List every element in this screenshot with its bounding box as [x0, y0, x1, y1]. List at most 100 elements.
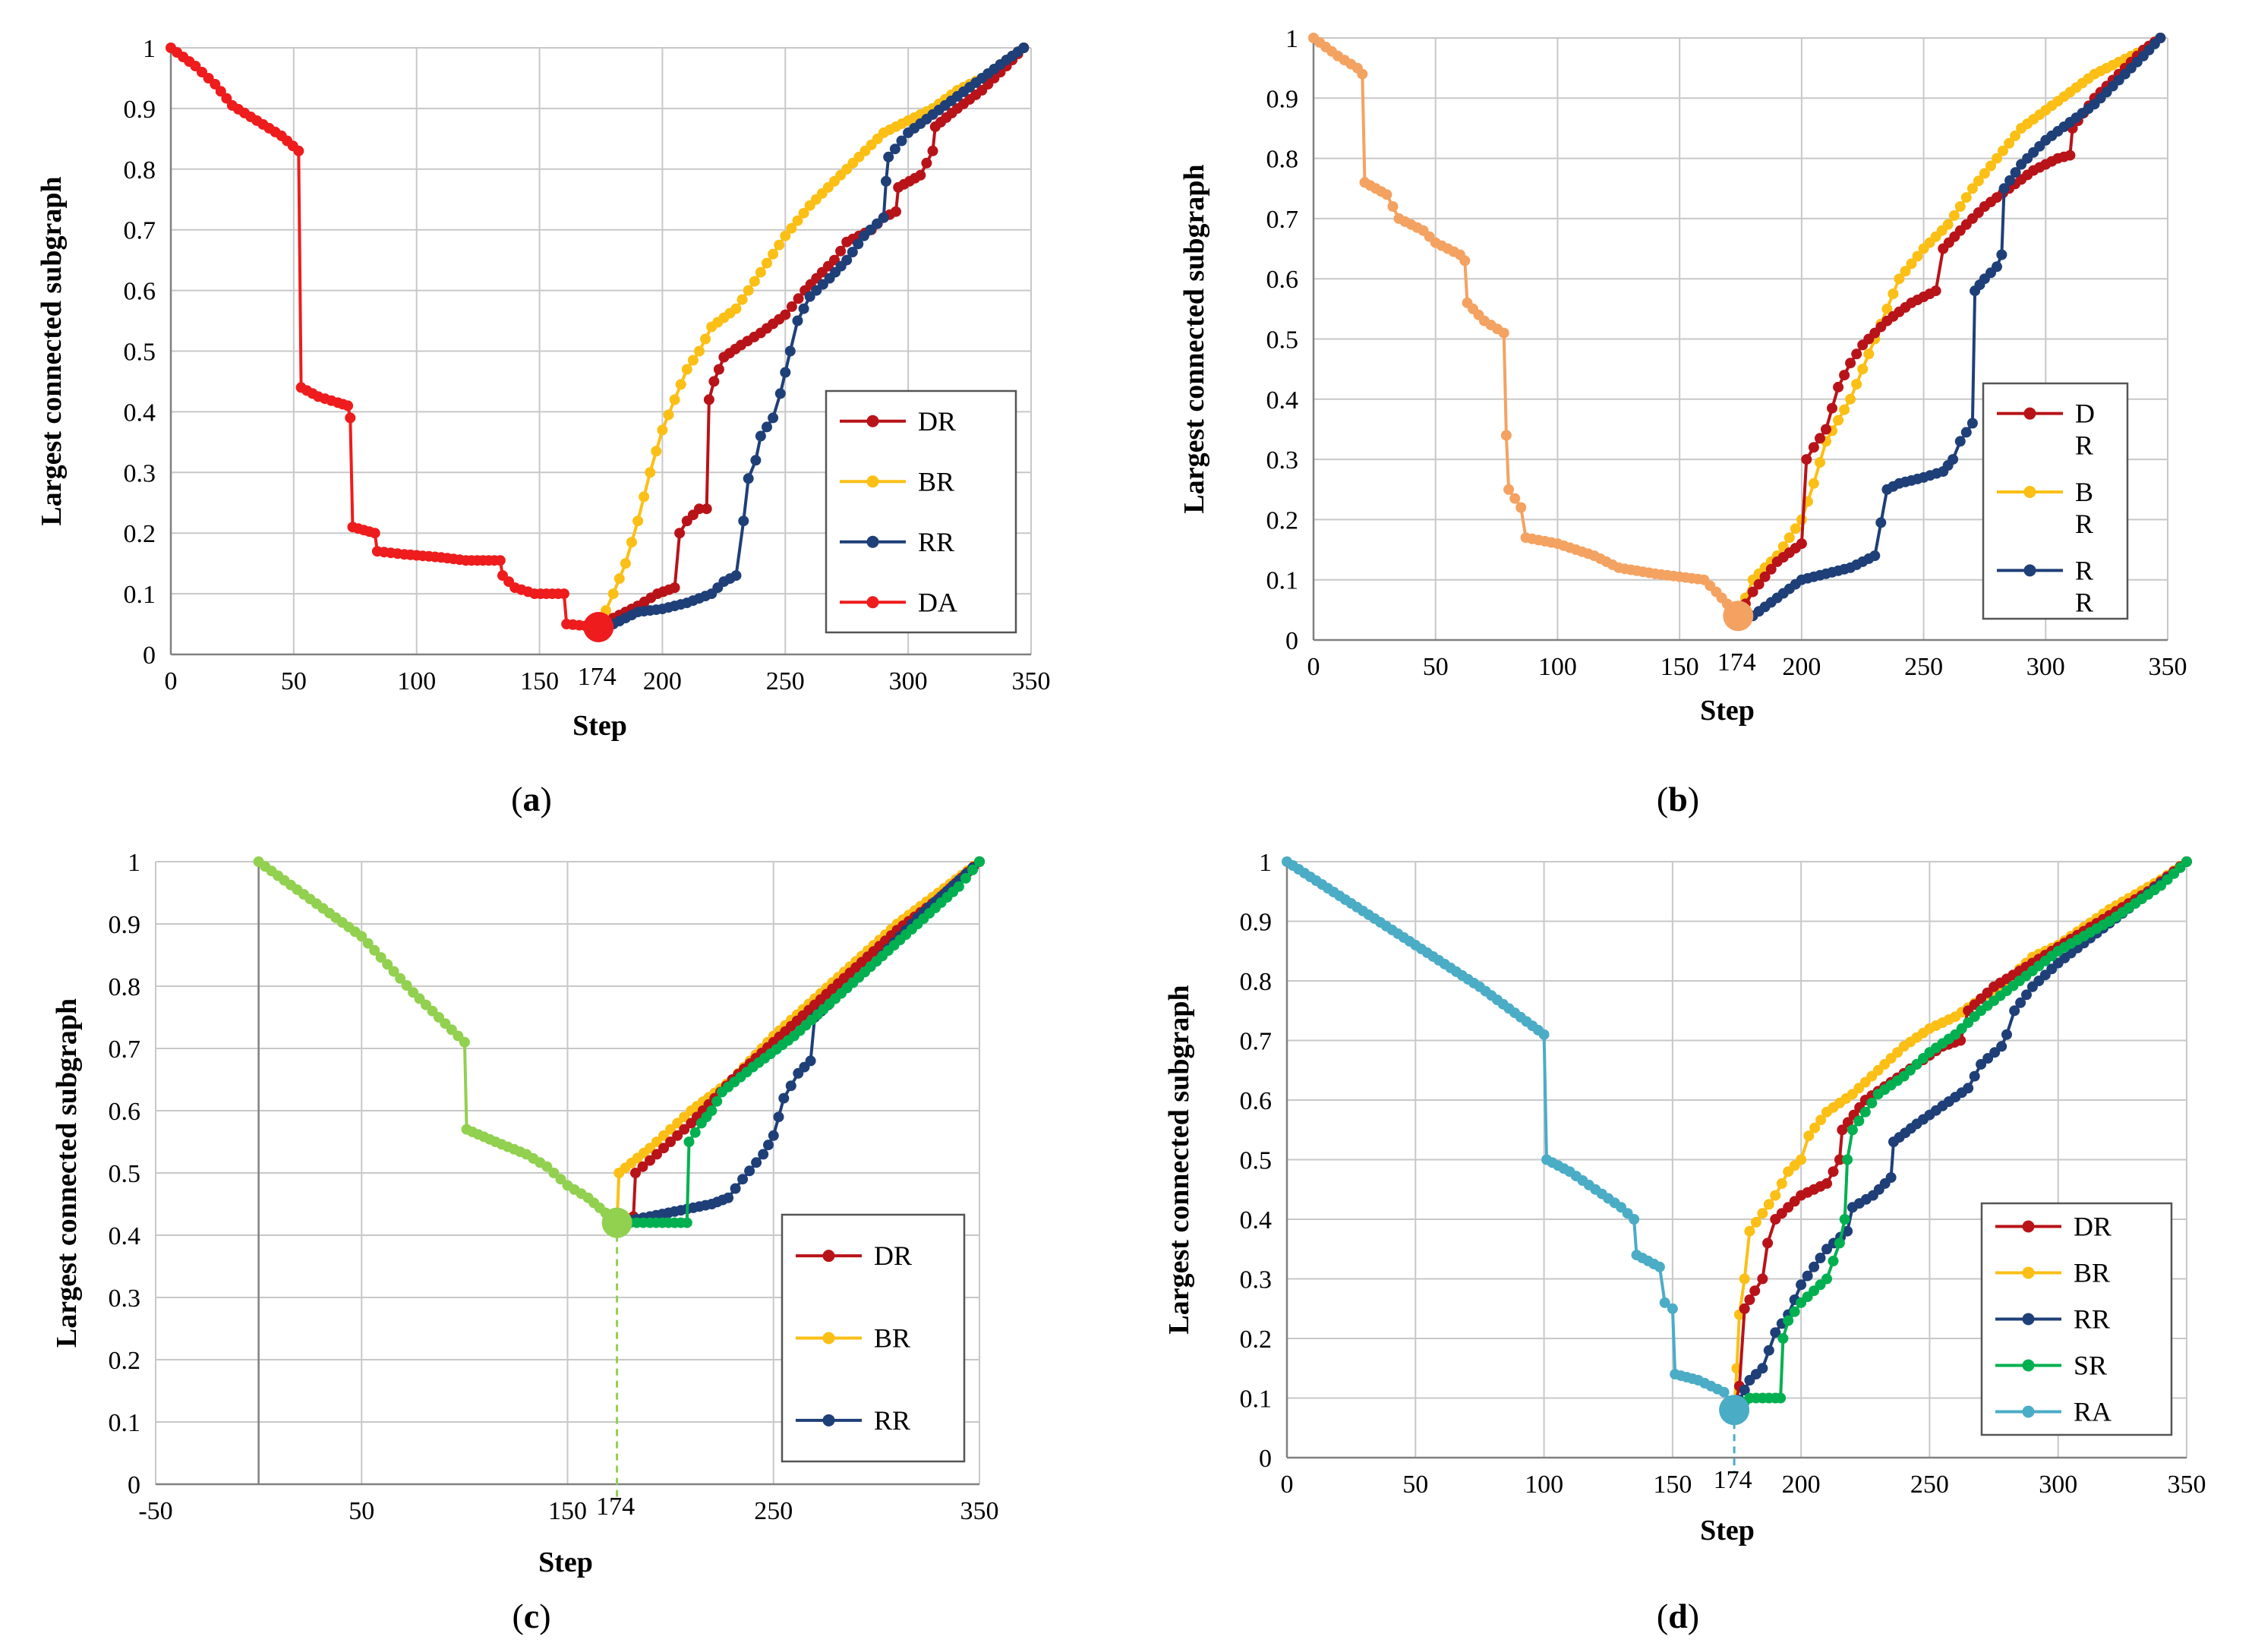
data-point	[345, 412, 356, 424]
data-point	[780, 309, 791, 320]
data-point	[730, 1183, 741, 1194]
y-axis-title: Largest connected subgraph	[1178, 164, 1210, 513]
data-point	[689, 1127, 701, 1138]
data-point	[679, 1111, 690, 1123]
data-point	[1796, 1279, 1807, 1291]
series-line-DA	[169, 46, 599, 629]
data-point	[675, 379, 686, 390]
data-point	[395, 973, 406, 984]
data-point	[1900, 266, 1911, 277]
y-tick-label: 0.4	[1240, 1206, 1273, 1234]
data-point	[630, 1168, 641, 1178]
legend-label: BR	[874, 1323, 910, 1354]
data-point	[1757, 1273, 1768, 1285]
legend-item-BR: BR	[1997, 477, 2093, 539]
data-point	[1960, 192, 1972, 203]
data-point	[751, 1157, 762, 1168]
data-point	[896, 135, 907, 147]
legend-label: BR	[2074, 1258, 2110, 1288]
data-point	[1930, 285, 1941, 297]
data-point	[1815, 1114, 1827, 1126]
data-point	[388, 966, 399, 977]
data-point	[1948, 210, 1960, 221]
data-point	[665, 1137, 676, 1147]
data-point	[637, 1161, 648, 1172]
data-point	[889, 143, 900, 155]
data-point	[1979, 168, 1990, 179]
chart-c: -50 50 150 250 350 0 0.1 0.2 0.3 0.4 0.5 0.6 0.7 0.8 0…	[51, 849, 999, 1635]
data-point	[1357, 68, 1368, 80]
data-point	[679, 1124, 690, 1135]
data-point	[1815, 457, 1825, 468]
data-point	[798, 207, 809, 219]
x-tick-label: 300	[889, 667, 928, 695]
x-tick-label: 150	[520, 667, 559, 695]
y-tick-label: 0.4	[1266, 386, 1299, 415]
x-tick-label: 300	[2026, 653, 2065, 681]
data-point	[1763, 1199, 1774, 1210]
chart-d: 0 50 100 150 200 250 300 350 0 0.1 0.2 0.3 0.4 0.5 0.6…	[1163, 849, 2206, 1635]
y-tick-label: 0.5	[1240, 1147, 1273, 1175]
y-tick-label: 0	[128, 1471, 140, 1499]
data-point	[1827, 402, 1837, 414]
x-tick-label: 150	[1653, 1471, 1692, 1499]
data-point	[730, 570, 742, 582]
data-point	[1538, 1029, 1550, 1040]
data-point	[1833, 381, 1844, 393]
y-tick-label: 1	[1259, 849, 1272, 877]
data-point	[703, 394, 714, 405]
data-point	[743, 285, 754, 296]
panel-caption: (b)	[1657, 780, 1699, 818]
data-point	[2010, 167, 2021, 178]
data-point	[805, 1055, 816, 1067]
data-point	[1803, 1130, 1815, 1142]
data-point	[755, 266, 766, 278]
data-point	[743, 473, 754, 484]
data-point	[1749, 1285, 1761, 1297]
data-point	[2009, 1005, 2020, 1017]
y-tick-label: 0.7	[1266, 206, 1299, 234]
legend-label: BR	[918, 466, 954, 497]
data-point	[1753, 579, 1765, 590]
y-tick-label: 0.3	[109, 1285, 141, 1313]
data-point	[1809, 1261, 1820, 1272]
data-point	[681, 364, 692, 375]
data-point	[1821, 1178, 1832, 1189]
data-point	[1757, 1208, 1768, 1219]
data-point	[847, 247, 858, 257]
data-point	[1498, 327, 1509, 339]
data-point	[681, 1217, 692, 1228]
legend-item-SR: SR	[1995, 1351, 2107, 1381]
series-DR	[593, 43, 1030, 632]
x-tick-label: 50	[1402, 1471, 1428, 1499]
data-point	[974, 856, 985, 867]
legend-swatch-dot	[2023, 486, 2036, 498]
data-point	[1459, 255, 1471, 266]
data-point	[785, 1080, 796, 1092]
y-tick-label: 1	[128, 849, 140, 877]
data-point	[1763, 1345, 1774, 1356]
x-tick-label: 100	[397, 667, 436, 695]
data-point	[1739, 1273, 1750, 1285]
x-tick-label: 200	[643, 667, 682, 695]
x-axis-title: Step	[538, 1546, 593, 1578]
data-point	[651, 446, 662, 457]
data-point	[1906, 258, 1917, 270]
legend-item-DR: DR	[1995, 1212, 2112, 1242]
data-point	[672, 1118, 683, 1129]
data-point	[1783, 1315, 1794, 1326]
y-tick-label: 0.8	[1240, 968, 1273, 996]
data-point	[1966, 183, 1978, 194]
data-point	[356, 931, 367, 942]
data-point	[780, 230, 791, 241]
data-point	[1747, 586, 1758, 597]
data-point	[658, 1130, 670, 1141]
y-tick-label: 0.2	[109, 1347, 141, 1375]
legend-label: R	[2075, 555, 2093, 585]
y-tick-label: 0	[143, 642, 156, 670]
x-tick-label: 50	[1423, 653, 1449, 681]
y-tick-label: 0.7	[1240, 1028, 1273, 1056]
panel-caption: (c)	[512, 1597, 550, 1635]
